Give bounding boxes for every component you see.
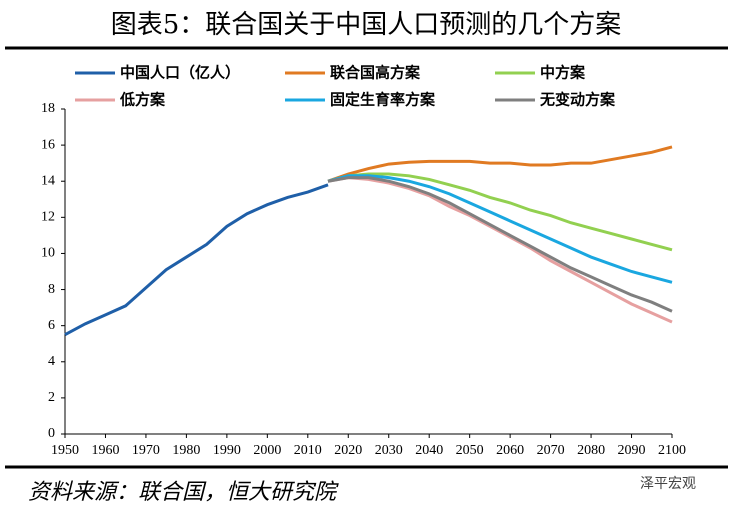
source-note: 资料来源：联合国，恒大研究院 <box>28 480 339 505</box>
y-tick-label: 4 <box>48 354 55 369</box>
x-tick-label: 2020 <box>334 443 362 458</box>
x-tick-label: 2090 <box>618 443 646 458</box>
series-line <box>327 176 673 313</box>
legend-label: 联合国高方案 <box>330 64 421 82</box>
y-tick-label: 2 <box>48 390 55 405</box>
series-line <box>327 172 673 252</box>
legend-label: 无变动方案 <box>539 91 616 109</box>
x-tick-label: 1970 <box>132 443 160 458</box>
series-line <box>327 174 673 284</box>
y-tick-label: 0 <box>48 426 55 441</box>
x-tick-label: 1950 <box>51 443 79 458</box>
legend-label: 中方案 <box>540 64 586 82</box>
x-tick-label: 1980 <box>172 443 200 458</box>
x-tick-label: 2080 <box>577 443 605 458</box>
y-tick-label: 16 <box>41 137 55 152</box>
x-tick-label: 2100 <box>658 443 686 458</box>
legend-label: 中国人口（亿人） <box>120 64 240 82</box>
x-tick-label: 2000 <box>253 443 281 458</box>
x-tick-label: 2030 <box>375 443 403 458</box>
x-tick-label: 1990 <box>213 443 241 458</box>
series-line <box>327 145 673 183</box>
y-tick-label: 12 <box>41 210 55 225</box>
series-line <box>327 176 673 324</box>
x-tick-label: 2060 <box>496 443 524 458</box>
x-tick-label: 2050 <box>456 443 484 458</box>
y-tick-label: 8 <box>48 282 55 297</box>
y-tick-label: 10 <box>41 246 55 261</box>
x-tick-label: 2040 <box>415 443 443 458</box>
x-tick-label: 1960 <box>91 443 119 458</box>
watermark: 泽平宏观 <box>640 476 696 492</box>
y-tick-label: 18 <box>41 101 55 116</box>
chart-title: 图表5：联合国关于中国人口预测的几个方案 <box>111 10 622 40</box>
y-tick-label: 6 <box>48 318 55 333</box>
x-tick-label: 2010 <box>294 443 322 458</box>
x-tick-label: 2070 <box>537 443 565 458</box>
legend-label: 固定生育率方案 <box>330 91 436 109</box>
legend-label: 低方案 <box>119 91 166 109</box>
y-tick-label: 14 <box>41 173 55 188</box>
series-line <box>64 183 329 337</box>
